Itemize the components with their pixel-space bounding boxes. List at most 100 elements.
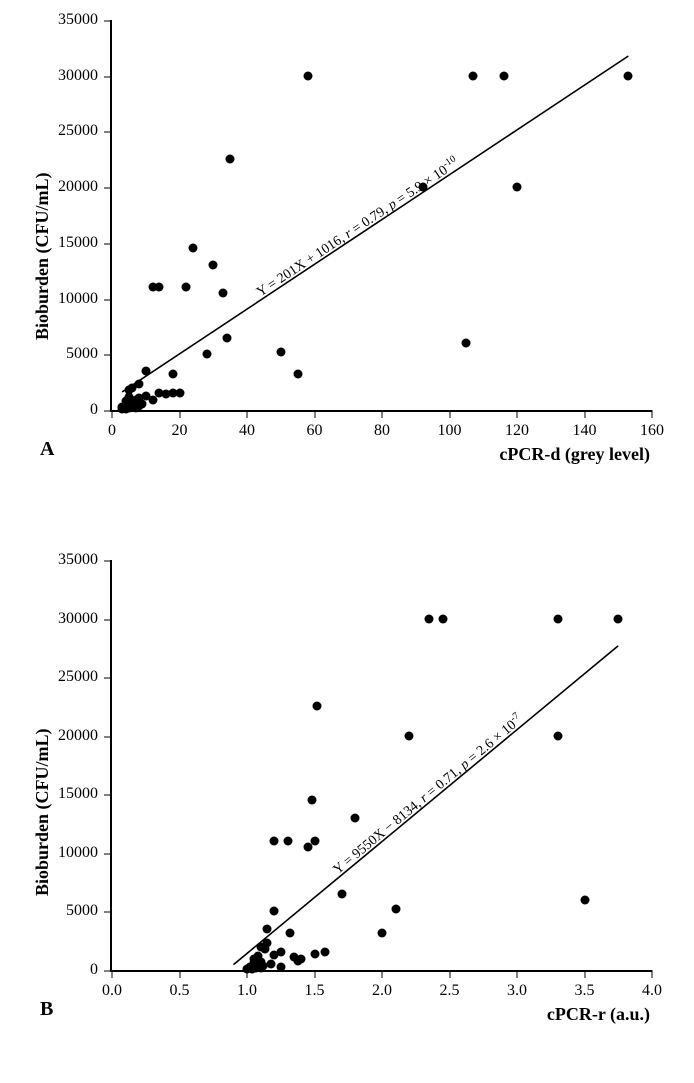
x-tick — [517, 410, 518, 418]
y-tick-label: 20000 — [58, 727, 98, 745]
y-tick — [104, 971, 112, 972]
y-tick — [104, 132, 112, 133]
x-tick-label: 100 — [438, 422, 462, 440]
x-tick-label: 1.5 — [305, 982, 325, 1000]
panel-a-y-axis-label: Bioburden (CFU/mL) — [32, 172, 53, 340]
scatter-point — [286, 928, 295, 937]
y-tick-label: 0 — [90, 961, 98, 979]
x-tick — [584, 410, 585, 418]
x-tick-label: 140 — [573, 422, 597, 440]
scatter-point — [276, 348, 285, 357]
y-tick-label: 25000 — [58, 668, 98, 686]
scatter-point — [614, 614, 623, 623]
scatter-point — [226, 155, 235, 164]
scatter-point — [310, 949, 319, 958]
figure: Y = 201X + 1016, r = 0.79, p = 5.9 × 10-… — [0, 0, 694, 1083]
y-tick — [104, 299, 112, 300]
x-tick — [179, 970, 180, 978]
panel-a-label: A — [40, 438, 54, 461]
x-tick-label: 20 — [172, 422, 188, 440]
scatter-point — [189, 244, 198, 253]
y-tick — [104, 912, 112, 913]
panel-b-plot-area: Y = 9550X − 8134, r = 0.71, p = 2.6 × 10… — [110, 560, 652, 972]
scatter-point — [378, 928, 387, 937]
scatter-point — [321, 948, 330, 957]
x-tick-label: 4.0 — [642, 982, 662, 1000]
x-tick — [652, 970, 653, 978]
scatter-point — [418, 183, 427, 192]
x-tick — [449, 970, 450, 978]
scatter-point — [276, 963, 285, 972]
scatter-point — [405, 731, 414, 740]
x-tick — [247, 410, 248, 418]
scatter-point — [283, 837, 292, 846]
scatter-point — [553, 614, 562, 623]
y-tick-label: 25000 — [58, 122, 98, 140]
y-tick-label: 5000 — [66, 902, 98, 920]
scatter-point — [499, 71, 508, 80]
panel-a-regression-annotation: Y = 201X + 1016, r = 0.79, p = 5.9 × 10-… — [253, 153, 462, 301]
scatter-point — [307, 796, 316, 805]
scatter-point — [155, 283, 164, 292]
x-tick — [449, 410, 450, 418]
x-tick — [179, 410, 180, 418]
scatter-point — [263, 939, 272, 948]
x-tick-label: 80 — [374, 422, 390, 440]
x-tick-label: 3.5 — [575, 982, 595, 1000]
scatter-point — [135, 380, 144, 389]
x-tick — [652, 410, 653, 418]
scatter-point — [202, 350, 211, 359]
scatter-point — [267, 960, 276, 969]
scatter-point — [297, 955, 306, 964]
y-tick — [104, 21, 112, 22]
y-tick — [104, 795, 112, 796]
scatter-point — [391, 905, 400, 914]
panel-b-label: B — [40, 998, 53, 1021]
y-tick-label: 20000 — [58, 178, 98, 196]
scatter-point — [351, 813, 360, 822]
scatter-point — [219, 289, 228, 298]
y-tick-label: 35000 — [58, 11, 98, 29]
x-tick-label: 0.0 — [102, 982, 122, 1000]
scatter-point — [138, 400, 147, 409]
scatter-point — [624, 71, 633, 80]
panel-b-regression-annotation: Y = 9550X − 8134, r = 0.71, p = 2.6 × 10… — [329, 710, 526, 878]
scatter-point — [303, 71, 312, 80]
scatter-point — [313, 702, 322, 711]
y-tick-label: 15000 — [58, 234, 98, 252]
scatter-point — [513, 183, 522, 192]
y-tick — [104, 678, 112, 679]
scatter-point — [425, 614, 434, 623]
scatter-point — [270, 837, 279, 846]
y-tick-label: 10000 — [58, 844, 98, 862]
scatter-point — [276, 948, 285, 957]
y-tick-label: 30000 — [58, 67, 98, 85]
y-tick — [104, 619, 112, 620]
x-tick-label: 40 — [239, 422, 255, 440]
y-tick-label: 30000 — [58, 610, 98, 628]
y-tick — [104, 243, 112, 244]
x-tick — [314, 410, 315, 418]
y-tick-label: 10000 — [58, 290, 98, 308]
scatter-point — [270, 907, 279, 916]
scatter-point — [310, 837, 319, 846]
x-tick-label: 2.0 — [372, 982, 392, 1000]
x-tick-label: 60 — [307, 422, 323, 440]
x-tick — [584, 970, 585, 978]
panel-b-y-axis-label: Bioburden (CFU/mL) — [32, 729, 53, 897]
y-tick-label: 15000 — [58, 785, 98, 803]
scatter-point — [222, 333, 231, 342]
panel-b-x-axis-label: cPCR-r (a.u.) — [547, 1004, 650, 1025]
x-tick — [314, 970, 315, 978]
y-tick — [104, 411, 112, 412]
x-tick-label: 120 — [505, 422, 529, 440]
scatter-point — [182, 283, 191, 292]
x-tick-label: 2.5 — [440, 982, 460, 1000]
scatter-point — [175, 389, 184, 398]
x-tick — [382, 970, 383, 978]
y-tick — [104, 853, 112, 854]
scatter-point — [293, 370, 302, 379]
x-tick-label: 0.5 — [170, 982, 190, 1000]
scatter-point — [580, 895, 589, 904]
scatter-point — [168, 370, 177, 379]
